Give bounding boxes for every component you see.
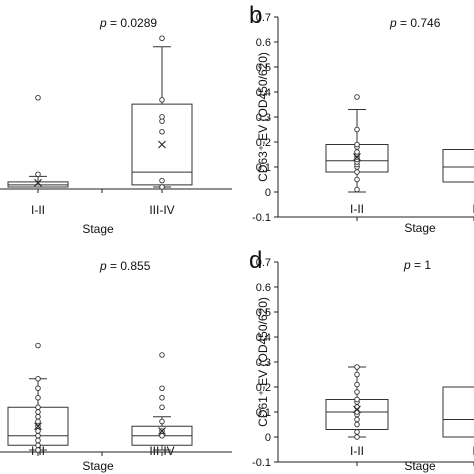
- mean-marker: [158, 140, 166, 149]
- data-point: [159, 97, 165, 103]
- y-tick-label: 0.2: [256, 382, 271, 394]
- data-point: [354, 389, 360, 395]
- mean-marker: [34, 422, 42, 431]
- data-point: [35, 433, 41, 439]
- data-point: [354, 434, 360, 440]
- data-point: [35, 414, 41, 420]
- data-point: [354, 176, 360, 183]
- box-I-II: [325, 364, 389, 440]
- x-category-label: III-IV: [149, 203, 174, 217]
- mean-marker: [34, 178, 42, 187]
- box-I-II: [7, 94, 69, 188]
- x-category-label: I-II: [350, 444, 364, 458]
- x-axis-label: Stage: [82, 459, 114, 473]
- data-point: [159, 418, 165, 425]
- data-point: [354, 94, 360, 100]
- x-category-label: I: [472, 444, 474, 458]
- data-point: [159, 433, 165, 439]
- data-point: [35, 404, 41, 411]
- y-tick-label: 0.7: [256, 257, 271, 269]
- x-axis-label: Stage: [404, 221, 436, 235]
- data-point: [354, 364, 360, 370]
- data-point: [354, 396, 360, 403]
- data-point: [159, 184, 165, 190]
- data-point: [354, 141, 360, 148]
- data-point: [354, 186, 360, 193]
- mean-marker: [353, 153, 361, 161]
- p-value-label: p = 1: [403, 258, 431, 272]
- y-tick-label: -0.1: [252, 212, 271, 224]
- y-tick-label: 0: [265, 187, 271, 199]
- data-point: [35, 376, 41, 382]
- y-tick-label: 0.1: [256, 407, 271, 419]
- y-tick-label: 0.4: [256, 332, 271, 344]
- box-III-IV: [131, 352, 193, 451]
- box-I: [442, 149, 474, 183]
- data-point: [35, 437, 41, 444]
- y-tick-label: 0.3: [256, 112, 271, 124]
- data-point: [354, 126, 360, 133]
- x-axis-label: Stage: [82, 222, 114, 236]
- p-value-label: p = 0.855: [99, 259, 151, 273]
- x-category-label: I-II: [350, 202, 364, 216]
- y-tick-label: 0: [265, 432, 271, 444]
- data-point: [354, 421, 360, 428]
- y-tick-label: 0.3: [256, 357, 271, 369]
- box-iqr: [442, 386, 474, 438]
- data-point: [35, 418, 41, 425]
- data-point: [35, 395, 41, 401]
- y-tick-label: 0.6: [256, 37, 271, 49]
- data-point: [159, 35, 165, 42]
- data-point: [354, 416, 360, 423]
- box-III-IV: [131, 35, 193, 190]
- box-I-II: [325, 94, 389, 193]
- data-point: [354, 149, 360, 155]
- y-axis-label: CD61⁺-EV (OD450/620): [256, 297, 270, 427]
- data-point: [159, 352, 165, 358]
- data-point: [35, 171, 41, 177]
- panel-letter: d: [249, 247, 262, 274]
- y-tick-label: 0.7: [256, 12, 271, 24]
- y-tick-label: 0.5: [256, 62, 271, 74]
- mean-marker: [158, 427, 166, 435]
- data-point: [354, 169, 360, 175]
- data-point: [159, 177, 165, 184]
- y-tick-label: 0.5: [256, 307, 271, 319]
- y-tick-label: 0.2: [256, 137, 271, 149]
- data-point: [35, 342, 41, 349]
- data-point: [159, 128, 165, 135]
- y-tick-label: 0.6: [256, 282, 271, 294]
- box-I-II: [7, 342, 69, 453]
- box-I: [442, 386, 474, 438]
- y-axis-label: CD63⁺-EV (OD450/620): [256, 52, 270, 182]
- x-category-label: I: [472, 202, 474, 216]
- p-value-label: p = 0.0289: [99, 16, 157, 30]
- box-iqr: [442, 149, 474, 183]
- data-point: [35, 442, 41, 449]
- data-point: [354, 371, 360, 378]
- y-tick-label: 0.4: [256, 87, 271, 99]
- data-point: [159, 385, 165, 392]
- data-point: [35, 385, 41, 392]
- x-category-label: III-IV: [149, 444, 174, 458]
- data-point: [159, 395, 165, 401]
- data-point: [159, 114, 165, 120]
- mean-marker: [353, 405, 361, 414]
- data-point: [35, 447, 41, 453]
- data-point: [354, 381, 360, 388]
- data-point: [35, 94, 41, 101]
- y-tick-label: -0.1: [252, 457, 271, 469]
- x-axis-label: Stage: [404, 459, 436, 473]
- data-point: [354, 429, 360, 435]
- data-point: [159, 404, 165, 411]
- panel-letter: b: [249, 2, 262, 29]
- data-point: [35, 409, 41, 415]
- x-category-label: I-II: [31, 203, 45, 217]
- y-tick-label: 0.1: [256, 162, 271, 174]
- data-point: [35, 428, 41, 434]
- p-value-label: p = 0.746: [389, 16, 441, 30]
